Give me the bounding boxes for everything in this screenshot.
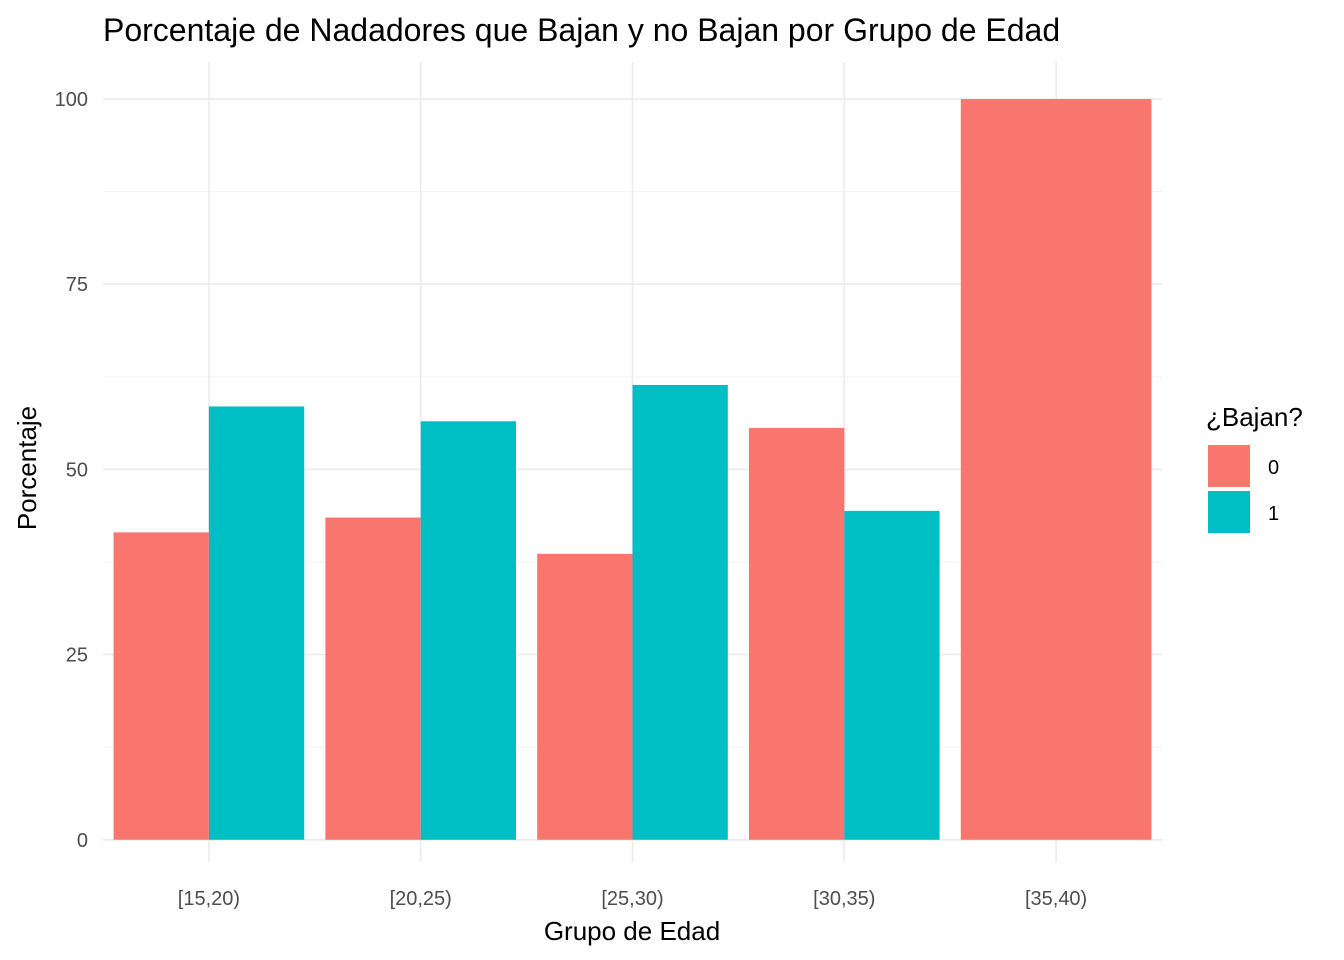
bars <box>113 99 1152 840</box>
y-tick-label: 75 <box>66 274 88 296</box>
x-tick-label: [35,40) <box>1025 888 1087 910</box>
x-tick-label: [15,20) <box>178 888 240 910</box>
y-tick-label: 0 <box>77 830 88 852</box>
bar-20-25-series-1 <box>420 421 517 840</box>
bar-25-30-series-0 <box>537 553 633 840</box>
chart-title: Porcentaje de Nadadores que Bajan y no B… <box>103 12 1060 48</box>
y-tick-label: 50 <box>66 459 88 481</box>
legend-title: ¿Bajan? <box>1206 402 1303 432</box>
legend-key-1 <box>1208 491 1250 533</box>
x-axis-title: Grupo de Edad <box>544 916 720 946</box>
x-axis-ticks: [15,20) [20,25) [25,30) [30,35) [35,40) <box>178 888 1087 910</box>
bar-15-20-series-0 <box>113 532 209 840</box>
y-tick-label: 100 <box>55 89 88 111</box>
x-tick-label: [20,25) <box>390 888 452 910</box>
legend-label-0: 0 <box>1268 457 1279 479</box>
y-tick-label: 25 <box>66 645 88 667</box>
bar-25-30-series-1 <box>632 384 728 840</box>
y-axis-ticks: 0 25 50 75 100 <box>55 89 88 852</box>
legend: ¿Bajan? 01 <box>1206 402 1303 533</box>
x-tick-label: [30,35) <box>813 888 875 910</box>
legend-label-1: 1 <box>1268 503 1279 525</box>
bar-20-25-series-0 <box>325 517 421 840</box>
legend-items: 01 <box>1208 445 1279 533</box>
legend-key-0 <box>1208 445 1250 487</box>
bar-30-35-series-1 <box>844 510 940 840</box>
bar-30-35-series-0 <box>748 427 845 840</box>
bar-35-40-series-0 <box>960 99 1152 840</box>
y-axis-title: Porcentaje <box>12 406 42 530</box>
x-tick-label: [25,30) <box>601 888 663 910</box>
bar-15-20-series-1 <box>208 406 305 840</box>
